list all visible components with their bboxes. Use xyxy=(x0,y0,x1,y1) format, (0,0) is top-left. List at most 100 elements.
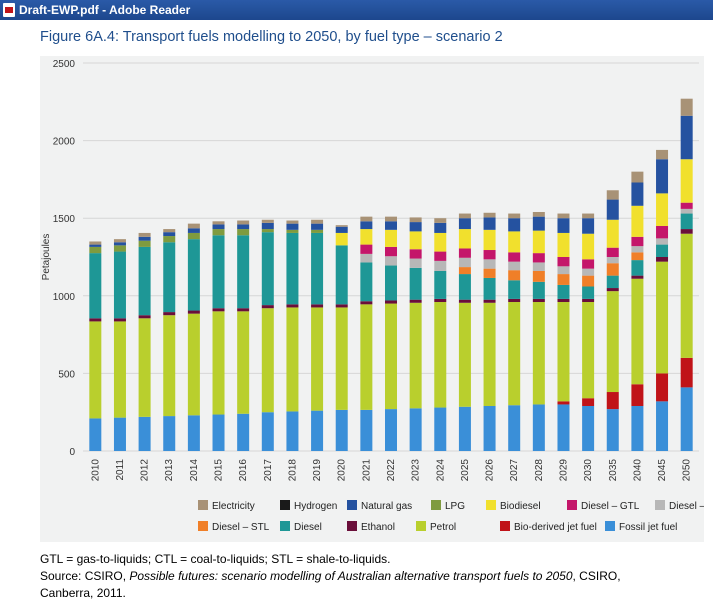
bar-segment-natural-gas xyxy=(360,221,373,230)
bar-segment-biodiesel xyxy=(557,232,570,257)
bar-segment-lpg xyxy=(163,236,176,243)
bar-segment-electricity xyxy=(163,229,176,233)
bar-segment-diesel-gtl xyxy=(656,225,669,239)
bar-segment-diesel-ctl xyxy=(680,208,693,214)
bar-segment-electricity xyxy=(483,212,496,218)
bar-segment-biodiesel xyxy=(532,230,545,254)
bar-segment-petrol xyxy=(187,313,200,416)
bar-segment-bio-derived-jet-fuel xyxy=(606,392,619,410)
bar-segment-diesel-ctl xyxy=(458,257,471,268)
x-tick-label: 2018 xyxy=(287,459,298,482)
bar-segment-petrol xyxy=(163,315,176,417)
bar-segment-diesel-stl xyxy=(631,252,644,261)
bar-segment-biodiesel xyxy=(483,229,496,251)
x-tick-label: 2023 xyxy=(411,459,422,482)
bar-segment-natural-gas xyxy=(483,217,496,230)
bar-segment-petrol xyxy=(483,302,496,406)
x-tick-label: 2025 xyxy=(460,459,471,482)
bar-segment-diesel xyxy=(237,235,250,309)
source-suffix: , CSIRO, xyxy=(572,569,621,583)
bar-segment-electricity xyxy=(385,216,397,222)
figure-title: Figure 6A.4: Transport fuels modelling t… xyxy=(40,29,503,45)
bar-segment-electricity xyxy=(508,213,521,219)
bar-segment-electricity xyxy=(286,220,299,224)
bar-segment-petrol xyxy=(656,261,669,374)
legend-label-fossil-jet-fuel: Fossil jet fuel xyxy=(619,522,677,533)
bar-segment-bio-derived-jet-fuel xyxy=(557,401,570,405)
bar-segment-biodiesel xyxy=(335,232,348,246)
bar-segment-natural-gas xyxy=(631,182,644,206)
x-tick-label: 2013 xyxy=(164,459,175,482)
bar-segment-ethanol xyxy=(237,308,250,312)
bar-segment-electricity xyxy=(237,220,250,225)
bar-segment-diesel-gtl xyxy=(606,247,619,257)
x-tick-label: 2019 xyxy=(312,459,323,482)
bar-segment-diesel-stl xyxy=(606,263,619,276)
bar-segment-fossil-jet-fuel xyxy=(335,409,348,451)
figure-notes: GTL = gas-to-liquids; CTL = coal-to-liqu… xyxy=(40,551,621,602)
bar-segment-natural-gas xyxy=(606,199,619,220)
bar-segment-ethanol xyxy=(311,304,324,308)
bar-segment-petrol xyxy=(237,311,250,414)
abbreviations-note: GTL = gas-to-liquids; CTL = coal-to-liqu… xyxy=(40,552,391,566)
bar-segment-diesel xyxy=(286,232,299,305)
bar-segment-natural-gas xyxy=(458,218,471,230)
x-tick-label: 2016 xyxy=(238,459,249,482)
bar-segment-diesel-ctl xyxy=(606,257,619,264)
bar-segment-bio-derived-jet-fuel xyxy=(631,384,644,406)
bar-segment-ethanol xyxy=(434,298,447,303)
bar-segment-diesel-ctl xyxy=(532,262,545,271)
x-tick-label: 2015 xyxy=(214,459,225,482)
bar-segment-fossil-jet-fuel xyxy=(434,407,447,451)
bar-segment-fossil-jet-fuel xyxy=(532,404,545,451)
source-note: Source: CSIRO, Possible futures: scenari… xyxy=(40,568,621,585)
bar-segment-ethanol xyxy=(187,310,200,314)
bar-segment-petrol xyxy=(113,321,126,418)
x-tick-label: 2027 xyxy=(509,459,520,482)
legend-label-ethanol: Ethanol xyxy=(361,522,395,533)
bar-segment-diesel-stl xyxy=(508,270,521,281)
x-tick-label: 2020 xyxy=(337,459,348,482)
y-tick-label: 2000 xyxy=(53,137,76,148)
legend-swatch-diesel-stl xyxy=(198,521,208,531)
bar-segment-diesel xyxy=(409,267,422,300)
bar-segment-ethanol xyxy=(409,299,422,303)
bar-segment-electricity xyxy=(557,213,570,219)
bar-segment-diesel xyxy=(187,239,200,311)
bar-segment-fossil-jet-fuel xyxy=(483,405,496,451)
bar-segment-natural-gas xyxy=(508,218,521,232)
bar-segment-fossil-jet-fuel xyxy=(237,413,250,451)
bar-segment-natural-gas xyxy=(582,218,595,234)
bar-segment-petrol xyxy=(434,302,447,408)
bar-segment-diesel xyxy=(508,280,521,299)
stacked-bar-chart: 0 500 1000 1500 2000 2500 Petajoules 2010 2011 20… xyxy=(41,59,704,533)
bar-segment-diesel-ctl xyxy=(483,259,496,269)
bar-segment-natural-gas xyxy=(187,228,200,233)
x-tick-label: 2012 xyxy=(140,459,151,482)
bar-segment-fossil-jet-fuel xyxy=(582,405,595,451)
bar-segment-diesel-stl xyxy=(483,268,496,278)
bar-segment-ethanol xyxy=(385,300,397,304)
bar-segment-fossil-jet-fuel xyxy=(311,410,324,451)
bar-segment-fossil-jet-fuel xyxy=(163,416,176,451)
bar-segment-diesel xyxy=(680,213,693,230)
bar-segment-petrol xyxy=(89,321,102,419)
legend-label-lpg: LPG xyxy=(445,501,465,512)
bar-segment-natural-gas xyxy=(557,218,570,233)
bar-segment-fossil-jet-fuel xyxy=(187,415,200,451)
bar-segment-diesel-ctl xyxy=(434,260,447,271)
bar-segment-ethanol xyxy=(89,318,102,322)
bar-segment-diesel xyxy=(311,232,324,305)
x-tick-label: 2017 xyxy=(263,459,274,482)
bar-segment-fossil-jet-fuel xyxy=(409,408,422,451)
bar-segment-diesel-ctl xyxy=(557,266,570,275)
bar-segment-electricity xyxy=(113,239,126,243)
bar-segment-petrol xyxy=(286,307,299,412)
bar-segment-diesel-ctl xyxy=(582,268,595,276)
bar-segment-diesel xyxy=(163,242,176,313)
bar-segment-diesel-gtl xyxy=(458,248,471,258)
bar-segment-diesel xyxy=(212,235,225,309)
bar-segment-fossil-jet-fuel xyxy=(606,409,619,451)
bar-segment-diesel xyxy=(582,286,595,299)
bar-segment-petrol xyxy=(385,303,397,410)
